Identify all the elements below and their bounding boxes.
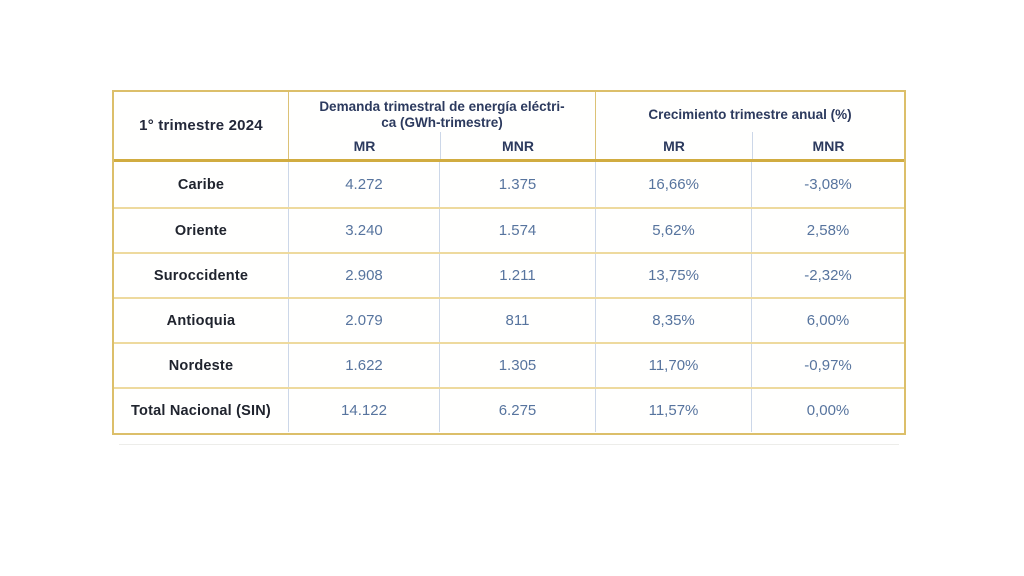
demand-title-line2: ca (GWh-trimestre) [381, 114, 503, 130]
growth-mnr-value: -3,08% [751, 162, 904, 207]
row-label: Suroccidente [153, 267, 249, 284]
column-group-demand: Demanda trimestral de energía eléctri- c… [288, 92, 595, 159]
demand-mnr-header: MNR [440, 132, 595, 159]
demand-mr-value: 4.272 [288, 162, 439, 207]
growth-mnr-value: -0,97% [751, 344, 904, 387]
energy-demand-table: 1° trimestre 2024 Demanda trimestral de … [112, 90, 906, 435]
demand-mr-value: 3.240 [288, 209, 439, 252]
table-row-oriente: Oriente 3.240 1.574 5,62% 2,58% [114, 207, 904, 252]
growth-mnr-value: -2,32% [751, 254, 904, 297]
growth-mr-value: 11,70% [595, 344, 751, 387]
demand-mnr-value: 6.275 [439, 389, 595, 432]
demand-mr-value: 2.908 [288, 254, 439, 297]
table-row-total-nacional: Total Nacional (SIN) 14.122 6.275 11,57%… [114, 387, 904, 432]
growth-mr-value: 8,35% [595, 299, 751, 342]
demand-mnr-value: 1.211 [439, 254, 595, 297]
table-header-row: 1° trimestre 2024 Demanda trimestral de … [114, 92, 904, 162]
growth-mr-header: MR [663, 137, 685, 154]
table-row-nordeste: Nordeste 1.622 1.305 11,70% -0,97% [114, 342, 904, 387]
row-label: Caribe [177, 176, 225, 193]
growth-mr-value: 13,75% [595, 254, 751, 297]
column-group-growth-title: Crecimiento trimestre anual (%) [596, 92, 904, 132]
row-label: Oriente [174, 222, 228, 239]
growth-title-line1: Crecimiento trimestre anual (%) [648, 106, 852, 122]
demand-mnr-value: 811 [439, 299, 595, 342]
demand-mr-value: 2.079 [288, 299, 439, 342]
column-group-growth: Crecimiento trimestre anual (%) MR MNR [595, 92, 904, 159]
table-row-suroccidente: Suroccidente 2.908 1.211 13,75% -2,32% [114, 252, 904, 297]
growth-mnr-value: 0,00% [751, 389, 904, 432]
column-group-growth-subheaders: MR MNR [596, 132, 904, 159]
growth-mr-value: 11,57% [595, 389, 751, 432]
row-label: Total Nacional (SIN) [131, 402, 271, 419]
growth-mr-value: 5,62% [595, 209, 751, 252]
demand-title-line1: Demanda trimestral de energía eléctri- [319, 98, 565, 114]
table-row-antioquia: Antioquia 2.079 811 8,35% 6,00% [114, 297, 904, 342]
growth-mnr-value: 2,58% [751, 209, 904, 252]
demand-mr-header: MR [353, 137, 376, 154]
growth-mnr-value: 6,00% [751, 299, 904, 342]
table-row-caribe: Caribe 4.272 1.375 16,66% -3,08% [114, 162, 904, 207]
demand-mr-value: 1.622 [288, 344, 439, 387]
row-label: Nordeste [168, 357, 234, 374]
demand-mnr-value: 1.375 [439, 162, 595, 207]
table-shadow-line [119, 444, 899, 445]
demand-mnr-value: 1.574 [439, 209, 595, 252]
demand-mr-value: 14.122 [288, 389, 439, 432]
demand-mnr-value: 1.305 [439, 344, 595, 387]
growth-mr-value: 16,66% [595, 162, 751, 207]
corner-header-period: 1° trimestre 2024 [139, 117, 263, 134]
column-group-demand-title: Demanda trimestral de energía eléctri- c… [289, 92, 595, 132]
table-body: Caribe 4.272 1.375 16,66% -3,08% Oriente… [114, 162, 904, 432]
row-label: Antioquia [166, 312, 236, 329]
column-group-demand-subheaders: MR MNR [289, 132, 595, 159]
growth-mnr-header: MNR [752, 132, 904, 159]
